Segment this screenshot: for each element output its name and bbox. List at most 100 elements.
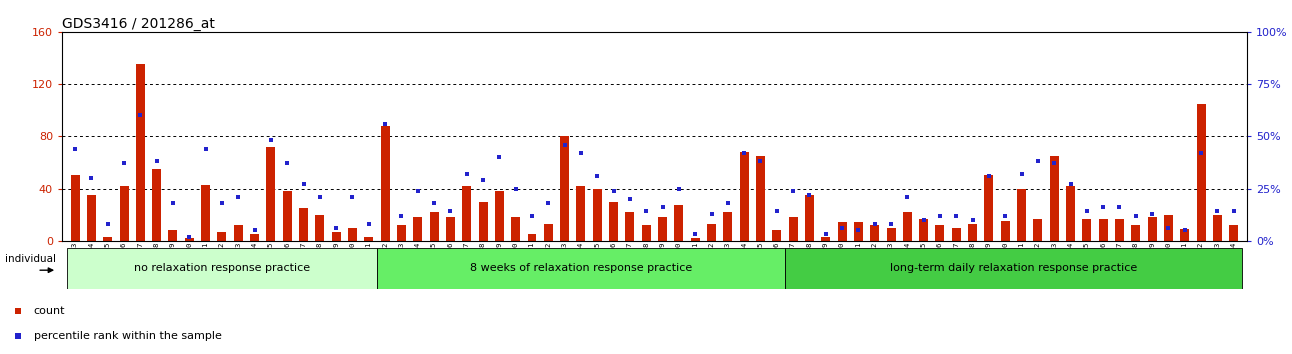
Text: count: count <box>34 306 65 316</box>
Bar <box>658 217 667 241</box>
Point <box>864 221 885 227</box>
Bar <box>788 217 797 241</box>
Bar <box>691 238 700 241</box>
Bar <box>1034 218 1043 241</box>
Point <box>1109 205 1129 210</box>
Bar <box>739 152 748 241</box>
Bar <box>381 126 390 241</box>
Point <box>1044 161 1065 166</box>
Bar <box>217 232 226 241</box>
Bar <box>968 224 977 241</box>
Point <box>424 200 444 206</box>
Bar <box>1083 218 1092 241</box>
Bar <box>348 228 357 241</box>
Bar <box>168 230 177 241</box>
Bar <box>625 212 634 241</box>
Point <box>114 161 134 166</box>
Bar <box>283 191 292 241</box>
Point <box>65 146 85 152</box>
Bar <box>430 212 438 241</box>
Point <box>1207 209 1227 214</box>
Bar <box>527 234 536 241</box>
Bar <box>903 212 912 241</box>
Point <box>620 196 641 202</box>
Bar <box>1213 215 1222 241</box>
Point <box>505 185 526 191</box>
Point <box>930 213 951 218</box>
Point <box>995 213 1016 218</box>
Point <box>261 138 282 143</box>
Text: 8 weeks of relaxation response practice: 8 weeks of relaxation response practice <box>470 263 693 273</box>
Point <box>881 221 902 227</box>
Point <box>407 188 428 193</box>
Point <box>130 113 151 118</box>
Bar <box>561 136 570 241</box>
Bar <box>1147 217 1156 241</box>
Bar <box>202 184 211 241</box>
Text: percentile rank within the sample: percentile rank within the sample <box>34 331 221 341</box>
Bar <box>919 218 928 241</box>
Point <box>913 217 934 223</box>
Point <box>1142 211 1163 216</box>
Bar <box>136 64 145 241</box>
Point <box>554 142 575 148</box>
Bar <box>854 222 863 241</box>
Point <box>897 194 917 200</box>
Bar <box>707 224 716 241</box>
Point <box>832 225 853 231</box>
Bar <box>478 201 487 241</box>
Bar <box>1066 186 1075 241</box>
Point <box>751 159 771 164</box>
Point <box>1125 213 1146 218</box>
Point <box>587 173 607 179</box>
Point <box>668 185 689 191</box>
Bar <box>609 201 618 241</box>
Bar <box>67 248 377 289</box>
Point <box>815 232 836 237</box>
Bar <box>985 176 994 241</box>
Bar <box>544 224 553 241</box>
Point <box>848 228 868 233</box>
Bar <box>1049 156 1058 241</box>
Point <box>276 161 297 166</box>
Point <box>310 194 331 200</box>
Point <box>456 171 477 177</box>
Bar <box>871 225 879 241</box>
Point <box>652 205 673 210</box>
Bar <box>152 169 162 241</box>
Point <box>146 159 167 164</box>
Point <box>1174 228 1195 233</box>
Bar <box>512 217 521 241</box>
Bar <box>364 237 373 241</box>
Point <box>766 209 787 214</box>
Point <box>1061 182 1081 187</box>
Bar <box>593 188 602 241</box>
Point <box>227 194 248 200</box>
Point <box>358 221 379 227</box>
Point <box>946 213 966 218</box>
Point <box>522 213 543 218</box>
Bar <box>1132 225 1141 241</box>
Text: no relaxation response practice: no relaxation response practice <box>134 263 310 273</box>
Bar <box>773 230 782 241</box>
Bar <box>805 195 814 241</box>
Point <box>163 200 183 206</box>
Bar <box>756 156 765 241</box>
Bar <box>786 248 1242 289</box>
Point <box>978 173 999 179</box>
Bar <box>103 237 112 241</box>
Bar <box>397 225 406 241</box>
Point <box>1158 225 1178 231</box>
Point <box>212 200 233 206</box>
Point <box>293 182 314 187</box>
Bar <box>952 228 961 241</box>
Point <box>685 232 705 237</box>
Bar <box>495 191 504 241</box>
Point <box>1191 150 1212 156</box>
Bar <box>315 215 324 241</box>
Point <box>1224 209 1244 214</box>
Bar <box>822 237 831 241</box>
Point <box>636 209 656 214</box>
Point <box>571 150 592 156</box>
Bar <box>1098 218 1107 241</box>
